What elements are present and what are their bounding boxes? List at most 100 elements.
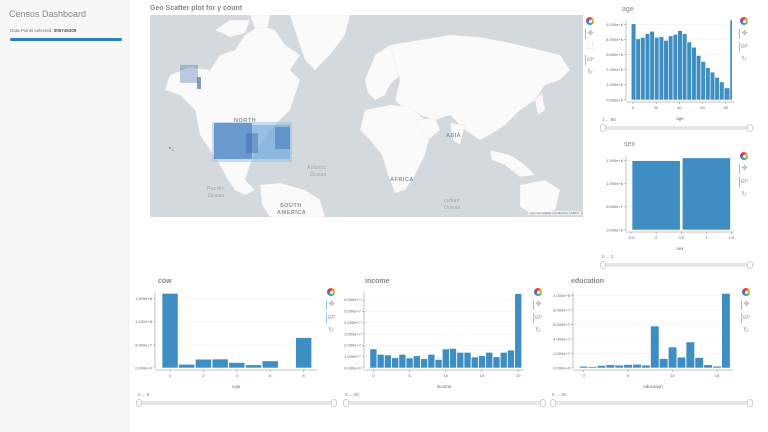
bokeh-logo-icon[interactable] bbox=[739, 16, 749, 26]
slider-track[interactable] bbox=[600, 263, 753, 267]
slider-handle-end[interactable] bbox=[747, 261, 753, 269]
wheel-zoom-icon[interactable]: ᗷP bbox=[739, 177, 749, 187]
histogram-bar[interactable] bbox=[391, 357, 399, 369]
reset-icon[interactable]: ↻ bbox=[328, 327, 334, 334]
histogram-bar[interactable] bbox=[723, 87, 731, 101]
histogram-bar[interactable] bbox=[456, 352, 465, 369]
histogram-bar[interactable] bbox=[649, 31, 655, 101]
histogram-bar[interactable] bbox=[261, 360, 279, 369]
histogram-bar[interactable] bbox=[369, 348, 378, 369]
histogram-bar[interactable] bbox=[398, 354, 407, 369]
histogram-bar[interactable] bbox=[420, 358, 428, 369]
sex-range-slider[interactable]: 0 ... 1 bbox=[600, 254, 755, 270]
map-attribution[interactable]: OpenStreetMap contributors CARTO bbox=[528, 211, 581, 215]
histogram-bar[interactable] bbox=[596, 365, 607, 369]
histogram-bar[interactable] bbox=[632, 364, 642, 369]
histogram-bar[interactable] bbox=[413, 355, 421, 369]
histogram-bar[interactable] bbox=[507, 349, 515, 369]
histogram-bar[interactable] bbox=[463, 352, 472, 369]
histogram-bar[interactable] bbox=[492, 356, 501, 369]
bokeh-logo-icon[interactable] bbox=[741, 287, 751, 297]
slider-track[interactable] bbox=[600, 126, 753, 130]
wheel-zoom-icon[interactable]: ᗷP bbox=[585, 55, 595, 65]
histogram-bar[interactable] bbox=[644, 33, 651, 101]
reset-icon[interactable]: ↻ bbox=[743, 327, 749, 334]
histogram-bar[interactable] bbox=[635, 38, 641, 101]
histogram-bar[interactable] bbox=[211, 358, 229, 369]
cow-range-slider[interactable]: 0 ... 8 bbox=[136, 392, 339, 408]
cow-histogram[interactable]: 0.000e+0 5.000e+7 1.000e+8 1.500e+8 0 2 4 6 8 cow bbox=[131, 288, 321, 392]
histogram-bar[interactable] bbox=[659, 358, 669, 369]
wheel-zoom-icon[interactable]: ᗷP bbox=[326, 313, 336, 323]
histogram-bar[interactable] bbox=[295, 337, 312, 369]
histogram-bar[interactable] bbox=[579, 365, 589, 369]
pan-icon[interactable]: ✥ bbox=[741, 300, 751, 310]
pan-icon[interactable]: ✥ bbox=[585, 29, 595, 39]
histogram-bar[interactable] bbox=[623, 364, 633, 369]
histogram-bar[interactable] bbox=[605, 364, 615, 369]
reset-icon[interactable]: ↻ bbox=[741, 56, 747, 63]
age-range-slider[interactable]: 1 ... 85 bbox=[600, 117, 755, 133]
slider-handle-end[interactable] bbox=[747, 399, 753, 407]
slider-handle-start[interactable] bbox=[136, 399, 142, 407]
histogram-bar[interactable] bbox=[228, 362, 246, 369]
pan-icon[interactable]: ✥ bbox=[533, 300, 543, 310]
bokeh-logo-icon[interactable] bbox=[326, 287, 336, 297]
histogram-bar[interactable] bbox=[694, 357, 704, 369]
histogram-bar[interactable] bbox=[719, 81, 725, 101]
histogram-bar[interactable] bbox=[640, 37, 646, 101]
histogram-bar[interactable] bbox=[405, 357, 414, 369]
histogram-bar[interactable] bbox=[729, 19, 733, 101]
histogram-bar[interactable] bbox=[681, 157, 731, 231]
histogram-bar[interactable] bbox=[682, 33, 688, 101]
histogram-bar[interactable] bbox=[691, 46, 697, 101]
histogram-bar[interactable] bbox=[685, 341, 695, 369]
histogram-bar[interactable] bbox=[705, 67, 711, 101]
bokeh-logo-icon[interactable] bbox=[585, 16, 595, 26]
histogram-bar[interactable] bbox=[668, 35, 674, 101]
histogram-bar[interactable] bbox=[485, 352, 494, 369]
histogram-bar[interactable] bbox=[478, 355, 486, 369]
sex-histogram[interactable]: 0.000e+0 5.000e+7 1.000e+8 1.500e+8 -0.5 0 0.5… bbox=[596, 152, 738, 254]
slider-track[interactable] bbox=[136, 401, 337, 405]
histogram-bar[interactable] bbox=[672, 34, 678, 101]
histogram-bar[interactable] bbox=[449, 348, 457, 369]
histogram-bar[interactable] bbox=[695, 55, 702, 101]
wheel-zoom-icon[interactable]: ᗷP bbox=[739, 42, 749, 52]
geo-scatter-map[interactable]: NORTH ASIA AFRICA SOUTH AMERICA Atlantic… bbox=[150, 15, 583, 217]
reset-icon[interactable]: ↻ bbox=[741, 191, 747, 198]
income-range-slider[interactable]: 0 ... 20 bbox=[343, 392, 548, 408]
wheel-zoom-icon[interactable]: ᗷP bbox=[741, 313, 751, 323]
slider-track[interactable] bbox=[550, 401, 753, 405]
histogram-bar[interactable] bbox=[470, 356, 479, 369]
histogram-bar[interactable] bbox=[714, 77, 720, 101]
box-select-icon[interactable]: ⬚ bbox=[586, 43, 594, 50]
histogram-bar[interactable] bbox=[658, 36, 665, 101]
histogram-bar[interactable] bbox=[631, 160, 681, 231]
slider-track[interactable] bbox=[343, 401, 546, 405]
histogram-bar[interactable] bbox=[376, 354, 385, 369]
histogram-bar[interactable] bbox=[384, 354, 392, 369]
pan-icon[interactable]: ✥ bbox=[739, 164, 749, 174]
histogram-bar[interactable] bbox=[654, 37, 660, 101]
bokeh-logo-icon[interactable] bbox=[533, 287, 543, 297]
slider-handle-end[interactable] bbox=[331, 399, 337, 407]
reset-icon[interactable]: ↻ bbox=[587, 69, 593, 76]
slider-handle-start[interactable] bbox=[600, 124, 606, 132]
slider-handle-end[interactable] bbox=[747, 124, 753, 132]
histogram-bar[interactable] bbox=[700, 61, 706, 101]
histogram-bar[interactable] bbox=[245, 364, 262, 369]
histogram-bar[interactable] bbox=[703, 364, 713, 369]
income-histogram[interactable]: 0.000e+0 1.000e+7 2.000e+7 3.000e+7 4.000e+7… bbox=[338, 288, 528, 392]
histogram-bar[interactable] bbox=[427, 354, 436, 369]
histogram-bar[interactable] bbox=[178, 364, 196, 369]
histogram-bar[interactable] bbox=[499, 352, 508, 369]
histogram-bar[interactable] bbox=[667, 346, 678, 369]
education-range-slider[interactable]: 0 ... 16 bbox=[550, 392, 755, 408]
slider-handle-end[interactable] bbox=[540, 399, 546, 407]
pan-icon[interactable]: ✥ bbox=[326, 300, 336, 310]
histogram-bar[interactable] bbox=[587, 366, 598, 369]
histogram-bar[interactable] bbox=[686, 41, 692, 101]
histogram-bar[interactable] bbox=[514, 293, 522, 369]
histogram-bar[interactable] bbox=[434, 359, 443, 369]
